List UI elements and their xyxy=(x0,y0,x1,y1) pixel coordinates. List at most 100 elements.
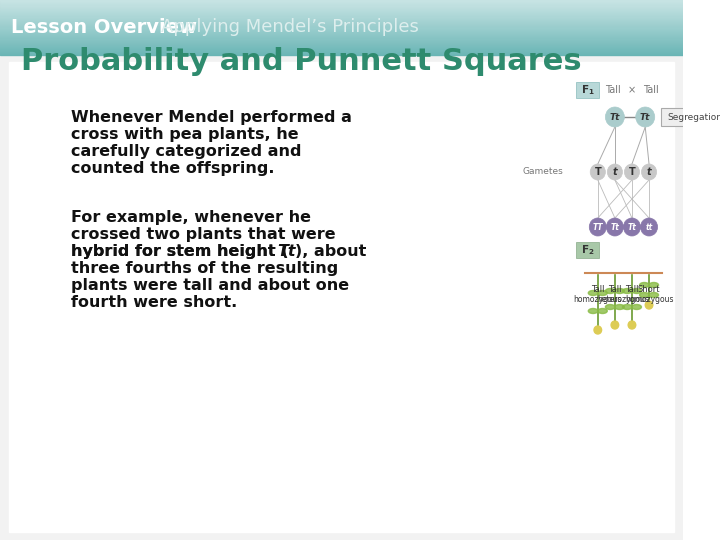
Ellipse shape xyxy=(649,293,659,298)
Text: Short: Short xyxy=(638,285,660,294)
Bar xyxy=(0,9,683,10)
Bar xyxy=(0,52,683,53)
Bar xyxy=(0,37,683,38)
Bar xyxy=(0,38,683,39)
Ellipse shape xyxy=(623,288,632,294)
Text: hybrid for stem height (: hybrid for stem height ( xyxy=(71,244,289,259)
Ellipse shape xyxy=(588,308,598,314)
Bar xyxy=(0,48,683,49)
Circle shape xyxy=(606,107,624,127)
Bar xyxy=(0,45,683,46)
Text: t: t xyxy=(647,167,652,177)
Text: Tall: Tall xyxy=(643,85,659,95)
Text: Tall: Tall xyxy=(591,285,605,294)
Bar xyxy=(0,55,683,540)
Bar xyxy=(0,34,683,35)
Bar xyxy=(0,13,683,14)
Ellipse shape xyxy=(615,305,624,309)
Bar xyxy=(0,4,683,5)
Bar xyxy=(0,0,683,1)
Bar xyxy=(0,28,683,29)
Bar xyxy=(0,2,683,3)
Bar xyxy=(0,39,683,40)
Ellipse shape xyxy=(632,305,642,309)
Text: t: t xyxy=(613,167,617,177)
Bar xyxy=(0,20,683,21)
Bar xyxy=(0,32,683,33)
Circle shape xyxy=(636,107,654,127)
Bar xyxy=(0,24,683,25)
Bar xyxy=(0,49,683,50)
FancyBboxPatch shape xyxy=(662,108,720,126)
Bar xyxy=(0,12,683,13)
Text: plants were tall and about one: plants were tall and about one xyxy=(71,278,349,293)
Text: Tt: Tt xyxy=(640,112,650,122)
Text: crossed two plants that were: crossed two plants that were xyxy=(71,227,336,242)
Text: cross with pea plants, he: cross with pea plants, he xyxy=(71,127,299,142)
Ellipse shape xyxy=(649,282,659,287)
Bar xyxy=(0,46,683,48)
Text: Tt: Tt xyxy=(611,222,619,232)
Bar xyxy=(0,8,683,9)
Bar xyxy=(0,19,683,20)
Text: Tt: Tt xyxy=(610,112,620,122)
Text: homozygous: homozygous xyxy=(574,295,622,304)
Bar xyxy=(0,5,683,6)
Text: heterozygous: heterozygous xyxy=(598,295,649,304)
Text: Whenever Mendel performed a: Whenever Mendel performed a xyxy=(71,110,352,125)
Text: tt: tt xyxy=(645,222,652,232)
Bar xyxy=(0,17,683,18)
Text: Tall: Tall xyxy=(608,285,621,294)
Text: T: T xyxy=(629,167,635,177)
Bar xyxy=(0,50,683,51)
Bar xyxy=(0,16,683,17)
Text: Segregation: Segregation xyxy=(667,112,720,122)
Bar xyxy=(0,25,683,26)
Circle shape xyxy=(624,164,639,180)
Ellipse shape xyxy=(606,288,615,294)
Bar xyxy=(0,31,683,32)
Text: ), about: ), about xyxy=(295,244,366,259)
Bar xyxy=(0,44,683,45)
Circle shape xyxy=(589,218,606,236)
FancyBboxPatch shape xyxy=(576,242,599,258)
Text: carefully categorized and: carefully categorized and xyxy=(71,144,302,159)
Text: $\mathbf{F_2}$: $\mathbf{F_2}$ xyxy=(580,243,594,257)
Text: Tt: Tt xyxy=(628,222,636,232)
Text: Tt: Tt xyxy=(277,244,296,259)
Circle shape xyxy=(624,218,641,236)
Text: Tall: Tall xyxy=(625,285,639,294)
Ellipse shape xyxy=(639,293,649,298)
Circle shape xyxy=(607,164,623,180)
Bar xyxy=(0,30,683,31)
Text: Lesson Overview: Lesson Overview xyxy=(12,18,197,37)
Bar xyxy=(0,43,683,44)
Text: three fourths of the resulting: three fourths of the resulting xyxy=(71,261,338,276)
Ellipse shape xyxy=(632,288,642,294)
Ellipse shape xyxy=(639,282,649,287)
Bar xyxy=(0,14,683,16)
Bar xyxy=(0,3,683,4)
Bar xyxy=(0,11,683,12)
Text: TT: TT xyxy=(593,222,603,232)
Circle shape xyxy=(590,164,606,180)
Text: For example, whenever he: For example, whenever he xyxy=(71,210,311,225)
Bar xyxy=(0,53,683,54)
Bar xyxy=(0,51,683,52)
Bar xyxy=(0,35,683,36)
Ellipse shape xyxy=(588,291,598,295)
Bar xyxy=(0,1,683,2)
Bar xyxy=(0,33,683,34)
Bar xyxy=(0,42,683,43)
Bar xyxy=(0,26,683,28)
Circle shape xyxy=(594,326,602,334)
Circle shape xyxy=(645,301,653,309)
Text: homozygous: homozygous xyxy=(625,295,673,304)
Bar xyxy=(0,22,683,23)
Text: Gametes: Gametes xyxy=(523,167,564,177)
Text: ×: × xyxy=(628,85,636,95)
Text: $\mathbf{F_1}$: $\mathbf{F_1}$ xyxy=(580,83,594,97)
Bar xyxy=(0,54,683,55)
Bar xyxy=(0,6,683,8)
Ellipse shape xyxy=(598,308,607,314)
